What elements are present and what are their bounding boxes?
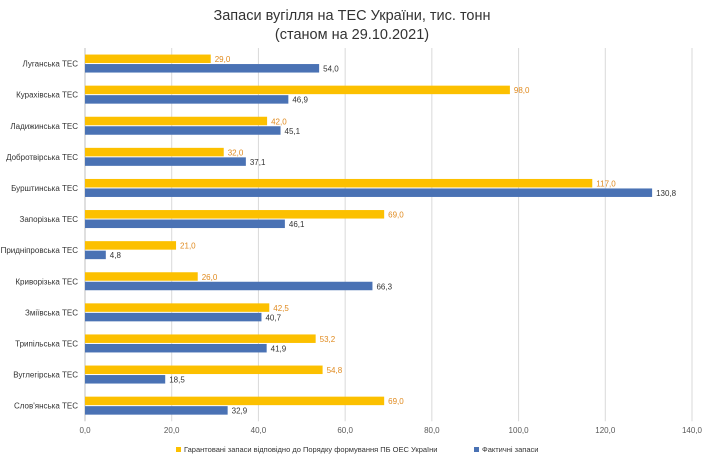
x-tick-label: 60,0 [337,426,353,435]
chart-title: Запаси вугілля на ТЕС України, тис. тонн [213,8,490,24]
category-label: Вуглегірська ТЕС [13,371,78,380]
category-label: Запорізька ТЕС [20,215,79,224]
data-label-guaranteed: 53,2 [320,335,336,344]
gridlines [84,48,693,422]
category-label: Слов'янська ТЕС [14,402,78,411]
data-label-guaranteed: 98,0 [514,86,530,95]
bar-guaranteed [85,116,268,126]
category-label: Луганська ТЕС [23,60,79,69]
bar-actual [85,188,653,197]
bar-guaranteed [85,365,323,375]
bar-actual [85,343,267,353]
bar-actual [85,157,246,166]
bar-actual [85,312,262,322]
bars-group [85,54,653,415]
data-label-guaranteed: 32,0 [228,148,244,157]
data-label-guaranteed: 54,8 [327,366,343,375]
data-label-actual: 40,7 [265,313,281,322]
x-tick-label: 100,0 [509,426,530,435]
data-label-actual: 37,1 [250,158,266,167]
legend-label-guaranteed: Гарантовані запаси відповідно до Порядку… [184,445,437,454]
category-label: Курахівська ТЕС [16,91,78,100]
x-tick-label: 0,0 [79,426,91,435]
data-label-guaranteed: 21,0 [180,242,196,251]
category-label: Добротвірська ТЕС [6,153,78,162]
bar-guaranteed [85,178,593,188]
x-tick-label: 20,0 [164,426,180,435]
data-label-guaranteed: 117,0 [596,179,616,188]
bar-actual [85,281,373,291]
bar-guaranteed [85,85,510,95]
data-label-actual: 46,1 [289,220,305,229]
x-tick-label: 120,0 [595,426,616,435]
data-label-actual: 66,3 [376,282,392,291]
bar-actual [85,95,289,104]
legend-label-actual: Фактичні запаси [482,445,538,454]
data-label-actual: 54,0 [323,65,339,74]
data-label-actual: 18,5 [169,376,185,385]
bar-actual [85,406,228,415]
bar-guaranteed [85,272,198,281]
data-label-actual: 32,9 [232,407,248,416]
x-tick-label: 40,0 [251,426,267,435]
bar-actual [85,375,166,384]
data-label-actual: 45,1 [285,127,301,136]
category-labels: Луганська ТЕС Курахівська ТЕС Ладижинська … [1,60,79,411]
legend: Гарантовані запаси відповідно до Порядку… [176,445,538,454]
data-label-actual: 46,9 [292,96,308,105]
category-label: Придніпровська ТЕС [1,246,79,255]
bar-actual [85,250,106,260]
data-label-guaranteed: 69,0 [388,211,404,220]
bar-guaranteed [85,334,316,343]
category-label: Бурштинська ТЕС [11,184,78,193]
x-axis-tick-labels: 0,0 20,0 40,0 60,0 80,0 100,0 120,0 140,0 [79,426,702,435]
data-label-guaranteed: 42,5 [273,304,289,313]
bar-guaranteed [85,210,385,219]
category-label: Ладижинська ТЕС [10,122,78,131]
legend-swatch-actual [474,447,479,452]
bar-guaranteed [85,396,385,406]
legend-swatch-guaranteed [176,447,181,452]
data-label-actual: 41,9 [271,344,287,353]
bar-guaranteed [85,147,224,157]
data-label-actual: 4,8 [110,251,122,260]
chart-subtitle: (станом на 29.10.2021) [275,27,429,43]
bar-guaranteed [85,303,270,312]
x-tick-label: 140,0 [682,426,703,435]
x-tick-label: 80,0 [424,426,440,435]
data-label-guaranteed: 69,0 [388,397,404,406]
category-label: Криворізька ТЕС [15,277,78,286]
data-label-guaranteed: 29,0 [215,55,231,64]
category-label: Трипільська ТЕС [15,339,78,348]
bar-guaranteed [85,54,211,64]
bar-actual [85,126,281,135]
category-label: Зміївська ТЕС [25,308,78,317]
bar-actual [85,64,320,73]
bar-guaranteed [85,241,177,250]
data-label-actual: 130,8 [656,189,677,198]
bar-actual [85,219,285,229]
data-label-guaranteed: 42,0 [271,117,287,126]
value-labels: 29,0 54,0 98,0 46,9 42,045,1 32,0 37,1 117,0 130… [110,55,677,416]
data-label-guaranteed: 26,0 [202,273,218,282]
